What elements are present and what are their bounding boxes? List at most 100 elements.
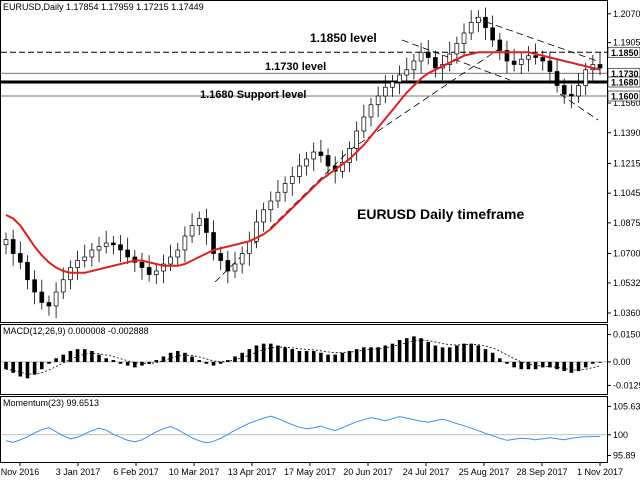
macd-bar: [390, 343, 395, 362]
macd-bar: [404, 338, 409, 362]
candle-body: [10, 239, 16, 254]
candle-body: [60, 279, 66, 293]
macd-label: MACD(12,26,9) 0.000008 -0.002888: [3, 326, 149, 336]
macd-bar: [354, 349, 359, 362]
candle-body: [597, 64, 603, 69]
candle-body: [125, 249, 130, 258]
macd-bar: [519, 361, 524, 370]
candle-body: [39, 291, 45, 303]
annotation-1730: 1.1730 level: [265, 61, 326, 73]
price-tick-label: 1.1905: [613, 38, 640, 48]
candle-body: [32, 279, 37, 293]
candle-body: [82, 256, 88, 261]
date-tick-label: 3 Jan 2017: [56, 467, 101, 477]
macd-bar: [183, 352, 187, 362]
candle-body: [103, 242, 109, 247]
candle-body: [289, 176, 295, 184]
candle-body: [425, 51, 431, 58]
macd-bar: [154, 360, 159, 362]
macd-bar: [548, 361, 552, 368]
macd-bar: [32, 361, 37, 375]
candle-body: [526, 55, 531, 60]
date-tick-label: 24 Jul 2017: [403, 467, 450, 477]
momentum-panel-frame: [0, 396, 608, 463]
macd-panel-frame: [0, 324, 608, 395]
macd-bar: [412, 336, 416, 362]
macd-bar: [47, 361, 51, 364]
momentum-label: Momentum(23) 99.6513: [3, 398, 99, 408]
macd-bar: [197, 360, 202, 362]
axis-layer: 1.2070 1.1905 1.1730 1.1560 1.1390 1.1215 1.10…: [1, 9, 640, 477]
annotation-1850: 1.1850 level: [310, 31, 377, 45]
macd-bar: [276, 345, 280, 362]
macd-bar: [591, 361, 595, 364]
macd-bar: [490, 352, 495, 362]
trendline: [474, 17, 601, 63]
macd-signal-line: [5, 339, 601, 375]
candle-body: [576, 85, 581, 97]
candle-body: [161, 263, 166, 272]
candle-body: [75, 260, 80, 268]
macd-bar: [498, 358, 502, 362]
candle-body: [554, 71, 560, 86]
candle-body: [483, 16, 488, 29]
macd-bar: [462, 343, 466, 362]
candle-body: [311, 151, 317, 160]
annotation-1680: 1.1680 Support level: [200, 89, 306, 101]
price-tick-label: 1.0360: [613, 308, 640, 318]
candle-body: [418, 51, 424, 62]
price-panel-frame: [0, 0, 608, 323]
macd-bar: [90, 350, 94, 362]
price-tick-label: 1.2070: [613, 9, 640, 19]
candle-body: [211, 232, 216, 254]
macd-bar: [555, 361, 559, 370]
candle-body: [368, 104, 374, 118]
macd-bar: [11, 361, 15, 373]
candle-body: [282, 183, 288, 193]
macd-bar: [469, 343, 473, 362]
candle-body: [168, 256, 173, 265]
macd-bar: [261, 343, 266, 362]
macd-bar: [269, 343, 273, 362]
candle-body: [497, 39, 503, 51]
price-tick-label: 1.1560: [613, 98, 640, 108]
macd-bar: [68, 350, 73, 362]
level-tag-box: [607, 90, 640, 102]
momentum-line: [5, 415, 600, 444]
macd-bar: [104, 358, 108, 362]
macd-bar: [39, 361, 44, 370]
candle-body: [361, 116, 367, 132]
candle-body: [118, 244, 123, 251]
macd-bar: [18, 361, 23, 377]
date-tick-label: 28 Sep 2017: [516, 467, 567, 477]
candle-body: [318, 151, 324, 156]
candle-body: [53, 291, 59, 307]
candle-body: [397, 74, 402, 83]
candle-body: [139, 261, 145, 268]
candle-body: [390, 81, 395, 88]
annotation-chart-title: EURUSD Daily timeframe: [357, 206, 524, 222]
macd-bar: [483, 349, 488, 362]
moving-average-line: [5, 51, 601, 274]
candle-body: [275, 191, 281, 202]
candle-body: [382, 86, 388, 97]
candle-body: [476, 16, 481, 23]
momentum-tick-label: 95.89: [613, 451, 636, 461]
macd-bar: [505, 361, 509, 364]
macd-bar: [419, 338, 423, 362]
macd-bar: [211, 361, 216, 366]
macd-tick-label: 0.00: [613, 357, 631, 367]
macd-bar: [526, 361, 531, 370]
level-tag-box: [607, 76, 640, 88]
candle-body: [175, 249, 181, 258]
macd-bar: [4, 361, 8, 370]
macd-bar: [190, 356, 194, 362]
candle-body: [454, 43, 460, 55]
candle-body: [3, 239, 9, 246]
candle-body: [518, 58, 524, 65]
macd-bar: [25, 361, 30, 379]
macd-bar: [362, 347, 366, 362]
macd-bar: [340, 352, 345, 362]
candle-body: [511, 60, 517, 65]
macd-bar: [297, 350, 302, 362]
